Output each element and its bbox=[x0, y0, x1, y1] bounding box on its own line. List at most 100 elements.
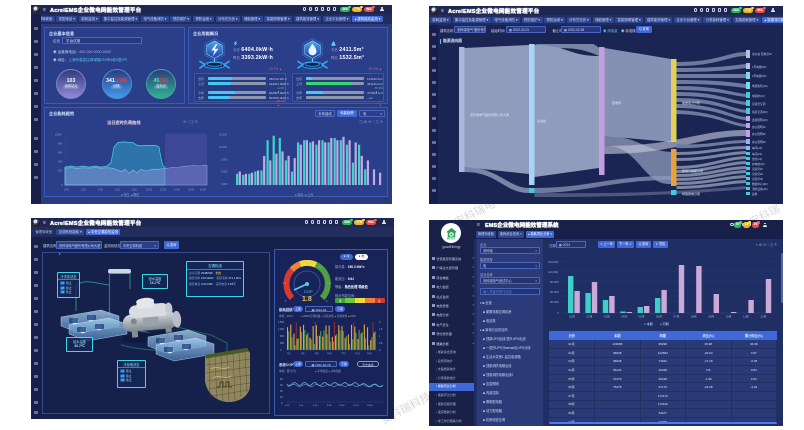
svg-text:18:00: 18:00 bbox=[367, 405, 373, 407]
svg-text:2:00: 2:00 bbox=[81, 188, 86, 191]
svg-text:安科瑞电气股份有限公司大厦: 安科瑞电气股份有限公司大厦 bbox=[470, 112, 509, 117]
svg-text:10月: 10月 bbox=[726, 315, 732, 319]
svg-text:03月: 03月 bbox=[604, 315, 610, 319]
svg-text:消防设备(1F): 消防设备(1F) bbox=[752, 187, 768, 191]
svg-text:其他: 其他 bbox=[752, 192, 758, 196]
svg-text:9日: 9日 bbox=[315, 352, 318, 355]
svg-text:16:00: 16:00 bbox=[188, 188, 195, 191]
svg-text:实验室1F: 实验室1F bbox=[752, 167, 764, 171]
svg-text:车间(2F): 车间(2F) bbox=[752, 152, 762, 156]
svg-text:0.5: 0.5 bbox=[379, 342, 383, 345]
svg-text:50: 50 bbox=[280, 378, 283, 381]
svg-text:1.5: 1.5 bbox=[379, 328, 383, 331]
svg-text:特殊用电分项: 特殊用电分项 bbox=[682, 191, 700, 196]
svg-text:07月: 07月 bbox=[673, 315, 679, 319]
svg-text:办公照明2F: 办公照明2F bbox=[752, 132, 766, 136]
svg-text:200: 200 bbox=[58, 168, 63, 172]
svg-text:40: 40 bbox=[280, 384, 283, 387]
svg-text:11月: 11月 bbox=[743, 315, 749, 319]
svg-text:● 同期: ● 同期 bbox=[660, 321, 669, 326]
svg-text:600: 600 bbox=[280, 342, 285, 345]
svg-text:21日: 21日 bbox=[355, 352, 360, 355]
svg-text:0: 0 bbox=[379, 349, 381, 352]
svg-text:1.8: 1.8 bbox=[291, 266, 295, 269]
svg-text:办公照明3F: 办公照明3F bbox=[752, 140, 766, 144]
svg-text:12:00: 12:00 bbox=[160, 188, 167, 191]
svg-text:15,000: 15,000 bbox=[219, 133, 227, 137]
svg-text:3:00: 3:00 bbox=[299, 405, 304, 407]
svg-text:0: 0 bbox=[61, 183, 63, 187]
svg-text:● 昨日: ● 昨日 bbox=[131, 192, 139, 197]
svg-text:● 本月: ● 本月 bbox=[295, 192, 303, 197]
svg-text:充电桩(1F): 充电桩(1F) bbox=[752, 162, 765, 166]
svg-text:实验室空调: 实验室空调 bbox=[752, 102, 766, 106]
svg-text:12月: 12月 bbox=[760, 315, 766, 319]
svg-text:走廊照明(1F): 走廊照明(1F) bbox=[752, 118, 768, 122]
svg-text:15:00: 15:00 bbox=[353, 405, 359, 407]
svg-text:900: 900 bbox=[280, 335, 285, 338]
svg-text:08月: 08月 bbox=[691, 315, 697, 319]
svg-text:总进线: 总进线 bbox=[537, 118, 546, 123]
svg-text:变电所: 变电所 bbox=[612, 100, 621, 105]
svg-text:20: 20 bbox=[280, 396, 283, 399]
svg-text:● 上月: ● 上月 bbox=[305, 192, 313, 197]
svg-text:600: 600 bbox=[58, 150, 63, 154]
svg-text:地源热泵(1F): 地源热泵(1F) bbox=[752, 84, 768, 88]
svg-text:电锅炉(1F): 电锅炉(1F) bbox=[752, 94, 765, 98]
svg-text:04月: 04月 bbox=[621, 315, 627, 319]
svg-text:1,500: 1,500 bbox=[278, 321, 285, 324]
svg-text:COP: COP bbox=[304, 289, 313, 294]
svg-text:● 今日: ● 今日 bbox=[121, 192, 129, 197]
svg-text:02月: 02月 bbox=[586, 315, 592, 319]
svg-text:1,200: 1,200 bbox=[278, 328, 285, 331]
svg-text:3.4: 3.4 bbox=[327, 282, 331, 285]
svg-text:电梯动力分项: 电梯动力分项 bbox=[682, 100, 700, 105]
svg-text:17日: 17日 bbox=[341, 352, 346, 355]
svg-text:3.2: 3.2 bbox=[319, 266, 323, 269]
svg-text:60,000: 60,000 bbox=[550, 290, 559, 294]
svg-text:400: 400 bbox=[58, 159, 63, 163]
svg-text:12:00: 12:00 bbox=[339, 405, 345, 407]
svg-text:1.8: 1.8 bbox=[302, 296, 312, 303]
svg-text:100%: 100% bbox=[55, 133, 62, 137]
svg-text:● 本期: ● 本期 bbox=[644, 321, 653, 326]
svg-text:30,000: 30,000 bbox=[550, 300, 559, 304]
svg-text:30: 30 bbox=[280, 390, 283, 393]
svg-text:0: 0 bbox=[280, 349, 282, 352]
svg-text:09月: 09月 bbox=[708, 315, 714, 319]
svg-text:1号电梯(5F): 1号电梯(5F) bbox=[752, 65, 767, 69]
svg-text:1日: 1日 bbox=[287, 352, 290, 355]
svg-text:90,000: 90,000 bbox=[550, 280, 559, 284]
svg-text:0: 0 bbox=[285, 300, 287, 303]
svg-text:0: 0 bbox=[281, 402, 283, 405]
svg-text:实验室3F: 实验室3F bbox=[752, 177, 764, 181]
svg-text:0:00: 0:00 bbox=[285, 405, 290, 407]
svg-text:Acrel: Acrel bbox=[446, 236, 454, 240]
svg-text:150,000: 150,000 bbox=[548, 260, 559, 264]
svg-text:18:00: 18:00 bbox=[200, 188, 207, 191]
svg-text:13日: 13日 bbox=[327, 352, 332, 355]
svg-text:机房空调(4F): 机房空调(4F) bbox=[752, 110, 768, 114]
svg-text:6:00: 6:00 bbox=[313, 405, 318, 407]
svg-text:0:00: 0:00 bbox=[64, 188, 69, 191]
svg-text:06月: 06月 bbox=[656, 315, 662, 319]
svg-text:01月: 01月 bbox=[569, 315, 575, 319]
svg-text:5日: 5日 bbox=[301, 352, 304, 355]
svg-text:6:00: 6:00 bbox=[115, 188, 120, 191]
svg-text:照明与插座分项: 照明与插座分项 bbox=[682, 168, 703, 173]
svg-text:3,000: 3,000 bbox=[221, 182, 228, 186]
svg-text:05月: 05月 bbox=[639, 315, 645, 319]
svg-text:10:00: 10:00 bbox=[146, 188, 153, 191]
svg-text:数据中心(3F): 数据中心(3F) bbox=[752, 182, 768, 186]
svg-text:25日: 25日 bbox=[367, 352, 372, 355]
svg-text:12,000: 12,000 bbox=[219, 145, 227, 149]
svg-text:办公照明1F: 办公照明1F bbox=[752, 125, 766, 129]
svg-text:车间(1F): 车间(1F) bbox=[752, 146, 762, 150]
svg-text:0: 0 bbox=[557, 311, 559, 315]
svg-text:800: 800 bbox=[58, 142, 63, 146]
svg-text:9:00: 9:00 bbox=[327, 405, 332, 407]
svg-text:食堂(1F): 食堂(1F) bbox=[752, 157, 762, 161]
svg-text:4: 4 bbox=[326, 300, 328, 303]
svg-text:2: 2 bbox=[379, 321, 381, 324]
svg-text:2: 2 bbox=[305, 261, 307, 264]
